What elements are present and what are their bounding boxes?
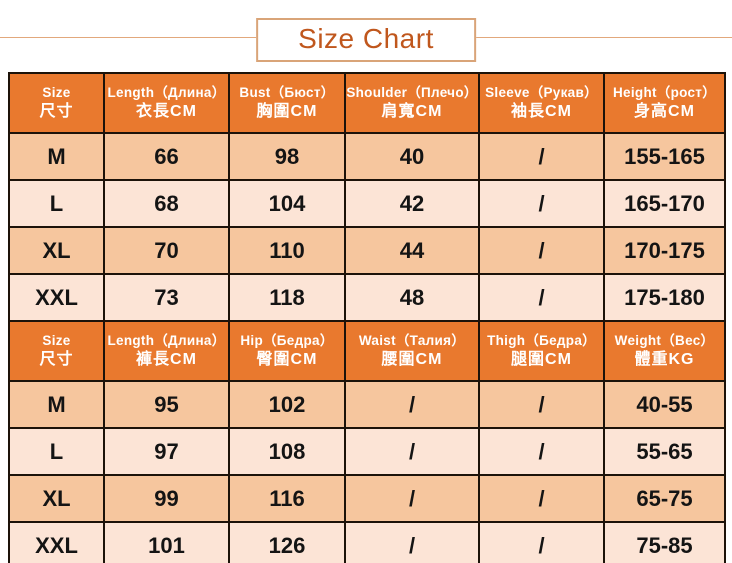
- table-row-bottom-xxl: XXL 101 126 / / 75-85: [8, 521, 726, 563]
- column-header-en: Shoulder（Плечо）: [346, 85, 478, 100]
- value-cell: 155-165: [603, 132, 726, 181]
- header-row-top-garment: Size 尺寸 Length（Длина） 衣長CM Bust（Бюст） 胸圍…: [8, 72, 726, 134]
- value-cell: 40: [344, 132, 480, 181]
- value-cell: /: [478, 427, 605, 476]
- value-cell: 55-65: [603, 427, 726, 476]
- value-cell: /: [344, 427, 480, 476]
- column-header-length: Length（Длина） 褲長CM: [103, 320, 230, 382]
- value-cell: /: [478, 474, 605, 523]
- value-cell: 40-55: [603, 380, 726, 429]
- table-row-top-xl: XL 70 110 44 / 170-175: [8, 226, 726, 275]
- column-header-size: Size 尺寸: [8, 320, 105, 382]
- column-header-size: Size 尺寸: [8, 72, 105, 134]
- column-header-cjk: 尺寸: [39, 351, 74, 368]
- table-row-bottom-m: M 95 102 / / 40-55: [8, 380, 726, 429]
- column-header-en: Thigh（Бедра）: [487, 333, 596, 348]
- column-header-en: Size: [42, 333, 71, 348]
- value-cell: 126: [228, 521, 346, 563]
- size-cell: M: [8, 132, 105, 181]
- title-area: Size Chart: [0, 0, 732, 72]
- table-row-top-m: M 66 98 40 / 155-165: [8, 132, 726, 181]
- column-header-cjk: 肩寬CM: [381, 103, 443, 120]
- size-cell: XXL: [8, 521, 105, 563]
- column-header-cjk: 體重KG: [634, 351, 695, 368]
- size-cell: L: [8, 427, 105, 476]
- column-header-waist: Waist（Талия） 腰圍CM: [344, 320, 480, 382]
- value-cell: /: [478, 226, 605, 275]
- column-header-bust: Bust（Бюст） 胸圍CM: [228, 72, 346, 134]
- value-cell: 175-180: [603, 273, 726, 322]
- table-row-top-xxl: XXL 73 118 48 / 175-180: [8, 273, 726, 322]
- size-chart-table: Size 尺寸 Length（Длина） 衣長CM Bust（Бюст） 胸圍…: [8, 72, 726, 563]
- value-cell: 99: [103, 474, 230, 523]
- column-header-en: Waist（Талия）: [358, 333, 466, 348]
- value-cell: 42: [344, 179, 480, 228]
- value-cell: /: [478, 273, 605, 322]
- title-box: Size Chart: [256, 18, 476, 62]
- value-cell: 75-85: [603, 521, 726, 563]
- column-header-length: Length（Длина） 衣長CM: [103, 72, 230, 134]
- table-row-bottom-l: L 97 108 / / 55-65: [8, 427, 726, 476]
- value-cell: 48: [344, 273, 480, 322]
- column-header-en: Bust（Бюст）: [239, 85, 335, 100]
- column-header-height: Height（рост） 身高CM: [603, 72, 726, 134]
- value-cell: 97: [103, 427, 230, 476]
- value-cell: 68: [103, 179, 230, 228]
- column-header-cjk: 臀圍CM: [256, 351, 318, 368]
- column-header-en: Sleeve（Рукав）: [485, 85, 598, 100]
- column-header-en: Size: [42, 85, 71, 100]
- value-cell: 95: [103, 380, 230, 429]
- value-cell: /: [344, 474, 480, 523]
- value-cell: /: [478, 179, 605, 228]
- value-cell: 110: [228, 226, 346, 275]
- value-cell: /: [478, 521, 605, 563]
- value-cell: 102: [228, 380, 346, 429]
- column-header-cjk: 衣長CM: [136, 103, 197, 120]
- value-cell: 98: [228, 132, 346, 181]
- size-cell: L: [8, 179, 105, 228]
- value-cell: 70: [103, 226, 230, 275]
- value-cell: 118: [228, 273, 346, 322]
- table-row-top-l: L 68 104 42 / 165-170: [8, 179, 726, 228]
- value-cell: 73: [103, 273, 230, 322]
- column-header-cjk: 身高CM: [634, 103, 695, 120]
- column-header-sleeve: Sleeve（Рукав） 袖長CM: [478, 72, 605, 134]
- value-cell: /: [478, 132, 605, 181]
- column-header-weight: Weight（Вес） 體重KG: [603, 320, 726, 382]
- value-cell: /: [344, 521, 480, 563]
- column-header-en: Length（Длина）: [107, 85, 226, 100]
- size-cell: M: [8, 380, 105, 429]
- column-header-en: Weight（Вес）: [614, 333, 715, 348]
- value-cell: /: [344, 380, 480, 429]
- column-header-cjk: 袖長CM: [511, 103, 572, 120]
- header-row-bottom-garment: Size 尺寸 Length（Длина） 褲長CM Hip（Бедра） 臀圍…: [8, 320, 726, 382]
- value-cell: 44: [344, 226, 480, 275]
- value-cell: 66: [103, 132, 230, 181]
- value-cell: 108: [228, 427, 346, 476]
- value-cell: /: [478, 380, 605, 429]
- column-header-cjk: 褲長CM: [136, 351, 197, 368]
- size-cell: XL: [8, 474, 105, 523]
- page-title: Size Chart: [298, 23, 434, 54]
- value-cell: 170-175: [603, 226, 726, 275]
- value-cell: 165-170: [603, 179, 726, 228]
- column-header-en: Hip（Бедра）: [240, 333, 334, 348]
- value-cell: 101: [103, 521, 230, 563]
- column-header-en: Height（рост）: [612, 85, 717, 100]
- column-header-shoulder: Shoulder（Плечо） 肩寬CM: [344, 72, 480, 134]
- column-header-en: Length（Длина）: [107, 333, 226, 348]
- column-header-cjk: 胸圍CM: [256, 103, 318, 120]
- column-header-hip: Hip（Бедра） 臀圍CM: [228, 320, 346, 382]
- value-cell: 104: [228, 179, 346, 228]
- value-cell: 65-75: [603, 474, 726, 523]
- size-cell: XL: [8, 226, 105, 275]
- value-cell: 116: [228, 474, 346, 523]
- table-row-bottom-xl: XL 99 116 / / 65-75: [8, 474, 726, 523]
- column-header-cjk: 尺寸: [39, 103, 74, 120]
- column-header-cjk: 腰圍CM: [381, 351, 443, 368]
- column-header-thigh: Thigh（Бедра） 腿圍CM: [478, 320, 605, 382]
- size-cell: XXL: [8, 273, 105, 322]
- column-header-cjk: 腿圍CM: [511, 351, 572, 368]
